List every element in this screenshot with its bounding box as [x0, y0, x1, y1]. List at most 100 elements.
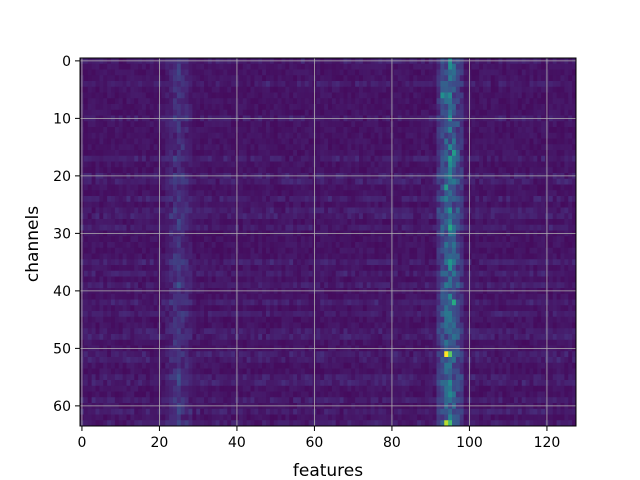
- heatmap-cell: [347, 247, 352, 254]
- heatmap-cell: [572, 155, 577, 162]
- heatmap-cell: [537, 132, 542, 139]
- heatmap-cell: [165, 155, 170, 162]
- heatmap-cell: [541, 201, 546, 208]
- heatmap-cell: [308, 155, 313, 162]
- heatmap-cell: [285, 109, 290, 116]
- heatmap-cell: [138, 155, 143, 162]
- heatmap-cell: [514, 236, 519, 243]
- heatmap-cell: [486, 247, 492, 254]
- heatmap-cell: [556, 253, 561, 260]
- heatmap-cell: [455, 253, 461, 260]
- heatmap-cell: [417, 207, 422, 214]
- heatmap-cell: [87, 259, 93, 266]
- heatmap-cell: [514, 132, 519, 139]
- heatmap-cell: [405, 190, 410, 197]
- heatmap-cell: [382, 127, 387, 134]
- heatmap-cell: [440, 127, 445, 134]
- heatmap-cell: [219, 132, 224, 139]
- heatmap-cell: [537, 253, 542, 260]
- heatmap-cell: [149, 242, 155, 249]
- heatmap-cell: [382, 219, 387, 226]
- heatmap-cell: [459, 144, 465, 151]
- heatmap-cell: [498, 270, 503, 277]
- heatmap-cell: [184, 213, 189, 220]
- heatmap-cell: [200, 92, 205, 99]
- heatmap-cell: [452, 242, 457, 249]
- heatmap-cell: [471, 247, 476, 254]
- heatmap-cell: [126, 121, 131, 128]
- heatmap-cell: [525, 184, 530, 191]
- heatmap-cell: [196, 104, 201, 111]
- heatmap-cell: [444, 247, 449, 254]
- heatmap-cell: [262, 109, 267, 116]
- heatmap-cell: [273, 150, 279, 157]
- heatmap-cell: [118, 63, 124, 70]
- heatmap-cell: [207, 127, 213, 134]
- heatmap-cell: [471, 132, 476, 139]
- heatmap-cell: [277, 127, 282, 134]
- heatmap-cell: [382, 104, 387, 111]
- heatmap-cell: [173, 121, 178, 128]
- heatmap-cell: [471, 155, 476, 162]
- heatmap-cell: [556, 259, 561, 266]
- heatmap-cell: [378, 63, 383, 70]
- heatmap-cell: [366, 190, 372, 197]
- heatmap-cell: [207, 190, 213, 197]
- heatmap-cell: [514, 69, 519, 76]
- heatmap-cell: [572, 121, 577, 128]
- heatmap-cell: [393, 207, 399, 214]
- heatmap-cell: [169, 201, 174, 208]
- heatmap-cell: [215, 201, 220, 208]
- heatmap-cell: [231, 190, 236, 197]
- heatmap-cell: [359, 144, 364, 151]
- heatmap-cell: [281, 259, 286, 266]
- heatmap-cell: [188, 196, 193, 203]
- heatmap-cell: [455, 155, 461, 162]
- heatmap-cell: [87, 81, 93, 88]
- heatmap-cell: [223, 138, 228, 145]
- heatmap-cell: [180, 86, 186, 93]
- heatmap-cell: [142, 150, 147, 157]
- heatmap-cell: [223, 247, 228, 254]
- heatmap-cell: [204, 219, 209, 226]
- heatmap-cell: [448, 247, 453, 254]
- heatmap-cell: [393, 138, 399, 145]
- heatmap-cell: [471, 270, 476, 277]
- heatmap-cell: [328, 138, 333, 145]
- heatmap-cell: [254, 144, 259, 151]
- heatmap-cell: [258, 161, 263, 168]
- heatmap-cell: [204, 98, 209, 105]
- heatmap-cell: [223, 109, 228, 116]
- heatmap-cell: [514, 167, 519, 174]
- heatmap-cell: [556, 127, 561, 134]
- heatmap-cell: [91, 282, 96, 289]
- heatmap-cell: [463, 75, 468, 82]
- heatmap-cell: [254, 81, 259, 88]
- heatmap-cell: [266, 207, 271, 214]
- heatmap-cell: [409, 259, 414, 266]
- heatmap-cell: [176, 270, 182, 277]
- heatmap-cell: [204, 265, 209, 272]
- heatmap-cell: [254, 109, 259, 116]
- heatmap-cell: [289, 98, 294, 105]
- heatmap-cell: [343, 63, 348, 70]
- heatmap-cell: [188, 98, 193, 105]
- heatmap-cell: [95, 109, 100, 116]
- heatmap-cell: [231, 92, 236, 99]
- heatmap-cell: [285, 207, 290, 214]
- heatmap-cell: [335, 69, 341, 76]
- heatmap-cell: [401, 270, 406, 277]
- heatmap-cell: [281, 207, 286, 214]
- heatmap-cell: [273, 155, 279, 162]
- heatmap-cell: [223, 213, 228, 220]
- heatmap-cell: [514, 121, 519, 128]
- heatmap-cell: [475, 259, 480, 266]
- heatmap-cell: [386, 265, 391, 272]
- heatmap-cell: [486, 201, 492, 208]
- heatmap-cell: [475, 224, 480, 231]
- heatmap-cell: [118, 259, 124, 266]
- heatmap-cell: [122, 98, 127, 105]
- heatmap-cell: [413, 98, 418, 105]
- heatmap-cell: [424, 207, 430, 214]
- heatmap-cell: [122, 104, 127, 111]
